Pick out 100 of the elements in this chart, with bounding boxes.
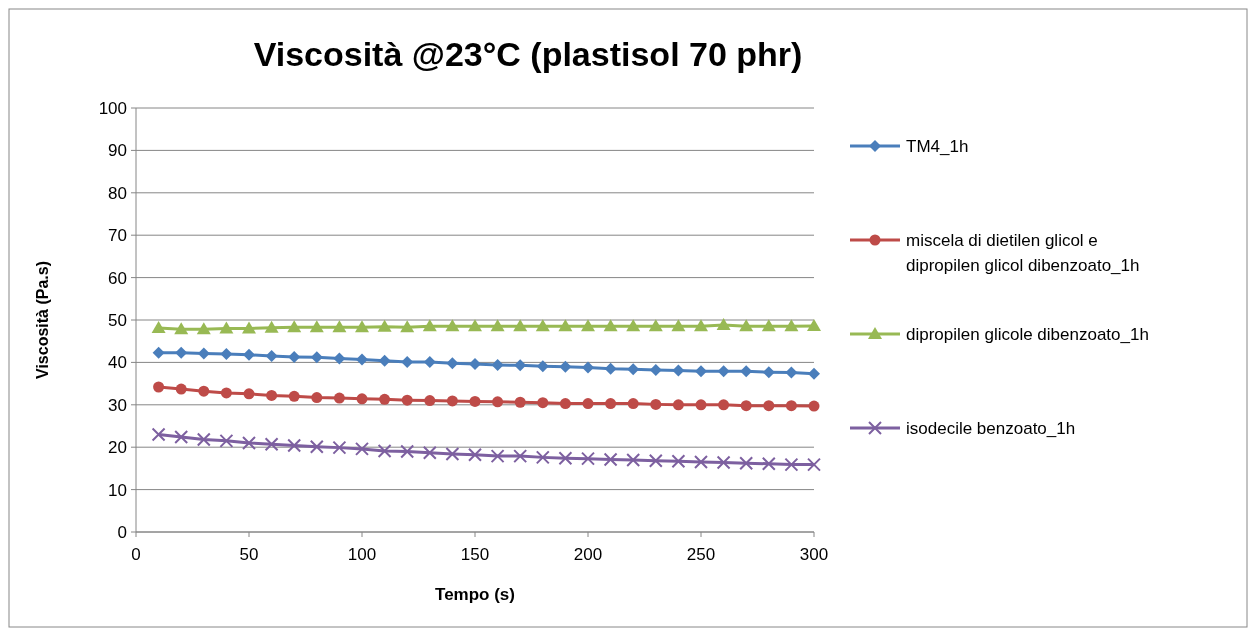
point	[535, 450, 550, 465]
point	[287, 438, 302, 453]
point	[513, 319, 528, 332]
point	[648, 453, 663, 468]
point	[197, 347, 210, 360]
point	[559, 360, 572, 373]
point	[603, 319, 618, 332]
point	[310, 351, 323, 364]
point	[469, 358, 481, 371]
y-tick-label: 90	[108, 141, 127, 161]
point	[401, 394, 413, 406]
point	[309, 320, 324, 333]
point	[264, 320, 279, 333]
point	[784, 319, 799, 332]
legend-label: isodecile benzoato_1h	[906, 418, 1076, 438]
point	[535, 319, 550, 332]
point	[153, 381, 165, 393]
point	[445, 446, 460, 461]
point	[219, 433, 234, 448]
y-tick-label: 70	[108, 226, 127, 246]
point	[558, 451, 573, 466]
point	[355, 441, 369, 456]
point	[537, 397, 549, 409]
point	[695, 365, 707, 378]
point	[581, 319, 595, 332]
point	[151, 427, 166, 442]
point	[174, 322, 189, 335]
point	[311, 392, 323, 404]
point	[559, 398, 571, 410]
point	[288, 390, 300, 402]
point	[694, 319, 708, 332]
point	[514, 396, 526, 408]
point	[695, 399, 707, 411]
point	[807, 318, 821, 331]
y-axis-title: Viscosità (Pa.s)	[34, 261, 51, 379]
point	[718, 399, 730, 411]
point	[468, 319, 482, 332]
y-tick-label: 80	[108, 183, 127, 203]
y-tick-label: 100	[98, 98, 127, 118]
point	[332, 440, 347, 455]
point	[717, 365, 730, 378]
point	[151, 321, 166, 334]
point	[513, 449, 528, 464]
legend-label: dipropilen glicole dibenzoato_1h	[906, 324, 1149, 344]
point	[243, 388, 255, 400]
x-tick-label: 0	[131, 545, 141, 564]
point	[355, 320, 369, 333]
chart-title: Viscosità @23°C (plastisol 70 phr)	[253, 35, 803, 73]
point	[626, 319, 641, 332]
point	[174, 430, 189, 445]
point	[265, 350, 278, 363]
point	[784, 457, 799, 472]
x-tick-label: 250	[686, 545, 716, 564]
point	[671, 319, 686, 332]
point	[196, 322, 211, 335]
point	[469, 395, 481, 407]
point	[422, 445, 437, 460]
point	[627, 398, 639, 410]
point	[377, 444, 392, 459]
point	[740, 400, 752, 412]
point	[807, 457, 821, 472]
point	[220, 387, 232, 399]
point	[242, 435, 256, 450]
x-axis-title: Tempo (s)	[435, 585, 515, 604]
x-tick-label: 50	[239, 545, 259, 564]
point	[242, 321, 256, 334]
point	[422, 319, 437, 332]
point	[694, 455, 708, 470]
point	[603, 452, 618, 467]
legend-label: miscela di dietilen glicol e dipropilen glicol dibenzoato_1h	[906, 230, 1140, 276]
point	[785, 400, 797, 412]
point	[739, 456, 754, 471]
y-tick-label: 0	[117, 522, 127, 542]
point	[739, 319, 754, 332]
point	[152, 346, 165, 359]
point	[287, 320, 302, 333]
y-tick-label: 50	[108, 310, 127, 330]
x-tick-label: 100	[347, 545, 377, 564]
x-tick-label: 150	[460, 545, 490, 564]
point	[400, 444, 415, 459]
point	[671, 454, 686, 469]
y-tick-label: 30	[108, 395, 127, 415]
point	[672, 399, 684, 411]
point	[650, 398, 662, 410]
legend-label: TM4_1h	[906, 136, 969, 156]
point	[536, 360, 549, 373]
point	[400, 320, 415, 333]
point	[356, 353, 368, 366]
y-tick-label: 60	[108, 268, 127, 288]
point	[582, 361, 594, 374]
point	[220, 347, 233, 360]
point	[785, 366, 798, 379]
point	[716, 455, 731, 470]
point	[762, 366, 775, 379]
point	[332, 320, 347, 333]
point	[219, 321, 234, 334]
point	[648, 319, 663, 332]
point	[377, 319, 392, 332]
point	[445, 319, 460, 332]
point	[446, 395, 458, 407]
